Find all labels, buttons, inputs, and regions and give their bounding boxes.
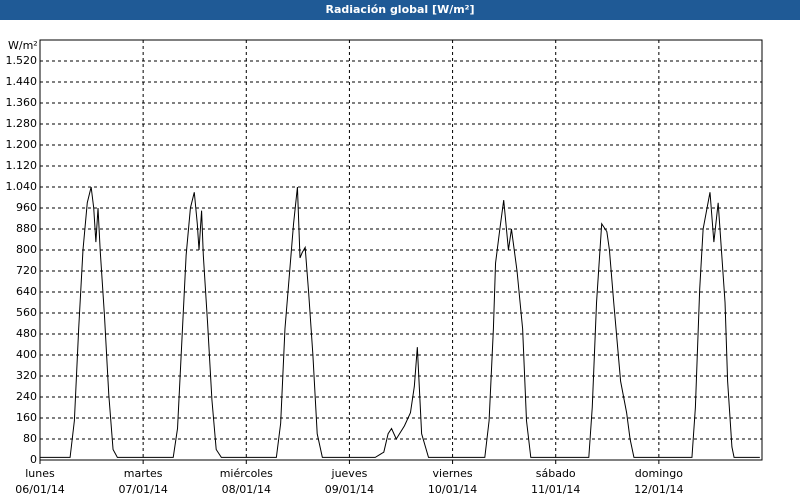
data-line	[40, 186, 760, 458]
y-tick-label: 80	[23, 432, 37, 445]
y-tick-label: 400	[16, 348, 37, 361]
x-tick-date: 11/01/14	[531, 483, 580, 496]
y-tick-label: 320	[16, 369, 37, 382]
y-tick-label: 1.440	[6, 75, 38, 88]
chart: W/m² 0 80 160 240 320 400 480 560 640 720 800 880 96…	[6, 39, 763, 496]
x-tick-date: 09/01/14	[325, 483, 374, 496]
x-tick-date: 10/01/14	[428, 483, 477, 496]
y-tick-label: 1.120	[6, 159, 38, 172]
y-axis-label: W/m²	[8, 39, 38, 52]
y-tick-label: 1.280	[6, 117, 38, 130]
y-tick-label: 1.360	[6, 96, 38, 109]
y-tick-label: 1.040	[6, 180, 38, 193]
x-tick-label: sábado	[536, 467, 576, 480]
y-tick-label: 1.520	[6, 54, 38, 67]
y-tick-label: 640	[16, 285, 37, 298]
title-bar: Radiación global [W/m²]	[0, 0, 800, 20]
x-tick-date: 12/01/14	[634, 483, 683, 496]
x-tick-date: 08/01/14	[222, 483, 271, 496]
y-tick-label: 160	[16, 411, 37, 424]
y-tick-label: 480	[16, 327, 37, 340]
y-tick-label: 1.200	[6, 138, 38, 151]
x-tick-label: miércoles	[220, 467, 273, 480]
x-tick-label: domingo	[635, 467, 683, 480]
y-tick-label: 720	[16, 264, 37, 277]
x-tick-label: lunes	[25, 467, 55, 480]
y-tick-label: 960	[16, 201, 37, 214]
y-tick-label: 800	[16, 243, 37, 256]
x-tick-label: jueves	[331, 467, 368, 480]
x-tick-date: 06/01/14	[15, 483, 64, 496]
y-tick-label: 0	[30, 453, 37, 466]
x-tick-label: martes	[124, 467, 163, 480]
x-tick-date: 07/01/14	[118, 483, 167, 496]
y-tick-label: 560	[16, 306, 37, 319]
y-tick-label: 240	[16, 390, 37, 403]
plot-border	[39, 39, 763, 461]
y-tick-label: 880	[16, 222, 37, 235]
x-tick-label: viernes	[433, 467, 473, 480]
